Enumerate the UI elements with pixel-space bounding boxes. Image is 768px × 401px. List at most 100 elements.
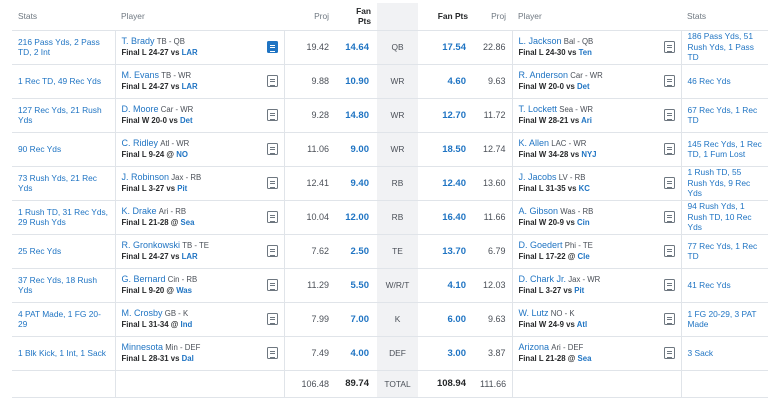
left-player-name[interactable]: T. Brady [121, 36, 155, 46]
right-fan-pts[interactable]: 13.70 [418, 234, 474, 269]
notes-icon[interactable] [266, 75, 278, 87]
left-opponent-link[interactable]: LAR [181, 48, 198, 57]
right-player-name[interactable]: D. Goedert [518, 240, 563, 250]
right-fan-pts[interactable]: 16.40 [418, 200, 474, 235]
left-opponent-link[interactable]: LAR [181, 82, 198, 91]
right-stats[interactable]: 94 Rush Yds, 1 Rush TD, 10 Rec Yds [680, 200, 768, 235]
right-player-name[interactable]: D. Chark Jr. [518, 274, 567, 284]
left-fanpts-header[interactable]: Fan Pts [335, 3, 377, 31]
right-opponent-link[interactable]: Cin [577, 218, 590, 227]
left-opponent-link[interactable]: LAR [181, 252, 198, 261]
right-stats[interactable]: 41 Rec Yds [680, 268, 768, 303]
left-player-name[interactable]: M. Crosby [121, 308, 163, 318]
left-fan-pts[interactable]: 10.90 [335, 64, 377, 99]
right-opponent-link[interactable]: Sea [577, 354, 592, 363]
notes-icon[interactable] [663, 75, 675, 87]
right-player-name[interactable]: J. Jacobs [518, 172, 557, 182]
notes-icon[interactable] [663, 41, 675, 53]
notes-icon[interactable] [663, 177, 675, 189]
right-opponent-link[interactable]: Ari [581, 116, 592, 125]
right-opponent-link[interactable]: Pit [574, 286, 585, 295]
left-stats[interactable]: 25 Rec Yds [12, 234, 116, 269]
right-stats[interactable]: 77 Rec Yds, 1 Rec TD [680, 234, 768, 269]
left-stats[interactable]: 4 PAT Made, 1 FG 20-29 [12, 302, 116, 337]
notes-icon[interactable] [266, 41, 278, 53]
right-player-name[interactable]: R. Anderson [518, 70, 569, 80]
left-opponent-link[interactable]: Was [176, 286, 192, 295]
notes-icon[interactable] [266, 279, 278, 291]
notes-icon[interactable] [663, 211, 675, 223]
right-opponent-link[interactable]: Atl [576, 320, 588, 329]
right-opponent-link[interactable]: KC [578, 184, 590, 193]
left-player-name[interactable]: R. Gronkowski [121, 240, 181, 250]
left-stats[interactable]: 73 Rush Yds, 21 Rec Yds [12, 166, 116, 201]
left-stats[interactable]: 216 Pass Yds, 2 Pass TD, 2 Int [12, 30, 116, 65]
right-proj-header[interactable]: Proj [474, 3, 512, 31]
right-stats[interactable]: 67 Rec Yds, 1 Rec TD [680, 98, 768, 133]
left-fan-pts[interactable]: 4.00 [335, 336, 377, 371]
left-proj-header[interactable]: Proj [284, 3, 335, 31]
left-opponent-link[interactable]: Ind [180, 320, 193, 329]
notes-icon[interactable] [266, 313, 278, 325]
right-stats[interactable]: 3 Sack [680, 336, 768, 371]
notes-icon[interactable] [663, 245, 675, 257]
left-fan-pts[interactable]: 2.50 [335, 234, 377, 269]
right-fan-pts[interactable]: 4.10 [418, 268, 474, 303]
right-opponent-link[interactable]: NYJ [581, 150, 597, 159]
left-opponent-link[interactable]: Pit [177, 184, 188, 193]
right-player-name[interactable]: Arizona [518, 342, 550, 352]
notes-icon[interactable] [266, 347, 278, 359]
right-player-name[interactable]: T. Lockett [518, 104, 558, 114]
left-player-name[interactable]: C. Ridley [121, 138, 159, 148]
right-opponent-link[interactable]: Cle [577, 252, 590, 261]
left-player-name[interactable]: D. Moore [121, 104, 159, 114]
notes-icon[interactable] [266, 109, 278, 121]
right-player-name[interactable]: W. Lutz [518, 308, 549, 318]
left-opponent-link[interactable]: Det [180, 116, 193, 125]
notes-icon[interactable] [266, 211, 278, 223]
notes-icon[interactable] [266, 245, 278, 257]
right-player-name[interactable]: A. Gibson [518, 206, 559, 216]
right-fan-pts[interactable]: 12.40 [418, 166, 474, 201]
right-stats[interactable]: 1 Rush TD, 55 Rush Yds, 9 Rec Yds [680, 166, 768, 201]
left-stats[interactable]: 1 Blk Kick, 1 Int, 1 Sack [12, 336, 116, 371]
left-opponent-link[interactable]: Sea [180, 218, 195, 227]
left-stats[interactable]: 127 Rec Yds, 21 Rush Yds [12, 98, 116, 133]
right-fan-pts[interactable]: 17.54 [418, 30, 474, 65]
left-opponent-link[interactable]: Dal [181, 354, 194, 363]
right-fanpts-header[interactable]: Fan Pts [418, 3, 474, 31]
right-opponent-link[interactable]: Ten [578, 48, 592, 57]
notes-icon[interactable] [266, 143, 278, 155]
left-stats[interactable]: 90 Rec Yds [12, 132, 116, 167]
left-fan-pts[interactable]: 9.40 [335, 166, 377, 201]
left-stats[interactable]: 37 Rec Yds, 18 Rush Yds [12, 268, 116, 303]
right-player-name[interactable]: K. Allen [518, 138, 550, 148]
left-player-name[interactable]: G. Bernard [121, 274, 166, 284]
left-opponent-link[interactable]: NO [176, 150, 188, 159]
notes-icon[interactable] [663, 313, 675, 325]
left-fan-pts[interactable]: 14.64 [335, 30, 377, 65]
left-player-name[interactable]: M. Evans [121, 70, 160, 80]
left-player-name[interactable]: K. Drake [121, 206, 157, 216]
left-stats[interactable]: 1 Rush TD, 31 Rec Yds, 29 Rush Yds [12, 200, 116, 235]
right-stats[interactable]: 46 Rec Yds [680, 64, 768, 99]
right-fan-pts[interactable]: 12.70 [418, 98, 474, 133]
right-stats[interactable]: 145 Rec Yds, 1 Rec TD, 1 Fum Lost [680, 132, 768, 167]
notes-icon[interactable] [663, 279, 675, 291]
left-fan-pts[interactable]: 14.80 [335, 98, 377, 133]
notes-icon[interactable] [663, 143, 675, 155]
notes-icon[interactable] [663, 109, 675, 121]
left-fan-pts[interactable]: 9.00 [335, 132, 377, 167]
left-player-name[interactable]: Minnesota [121, 342, 164, 352]
right-fan-pts[interactable]: 6.00 [418, 302, 474, 337]
left-stats[interactable]: 1 Rec TD, 49 Rec Yds [12, 64, 116, 99]
right-stats[interactable]: 1 FG 20-29, 3 PAT Made [680, 302, 768, 337]
left-player-name[interactable]: J. Robinson [121, 172, 170, 182]
right-stats[interactable]: 186 Pass Yds, 51 Rush Yds, 1 Pass TD [680, 30, 768, 65]
right-player-name[interactable]: L. Jackson [518, 36, 562, 46]
right-opponent-link[interactable]: Det [577, 82, 590, 91]
notes-icon[interactable] [266, 177, 278, 189]
right-fan-pts[interactable]: 4.60 [418, 64, 474, 99]
left-fan-pts[interactable]: 7.00 [335, 302, 377, 337]
right-fan-pts[interactable]: 3.00 [418, 336, 474, 371]
